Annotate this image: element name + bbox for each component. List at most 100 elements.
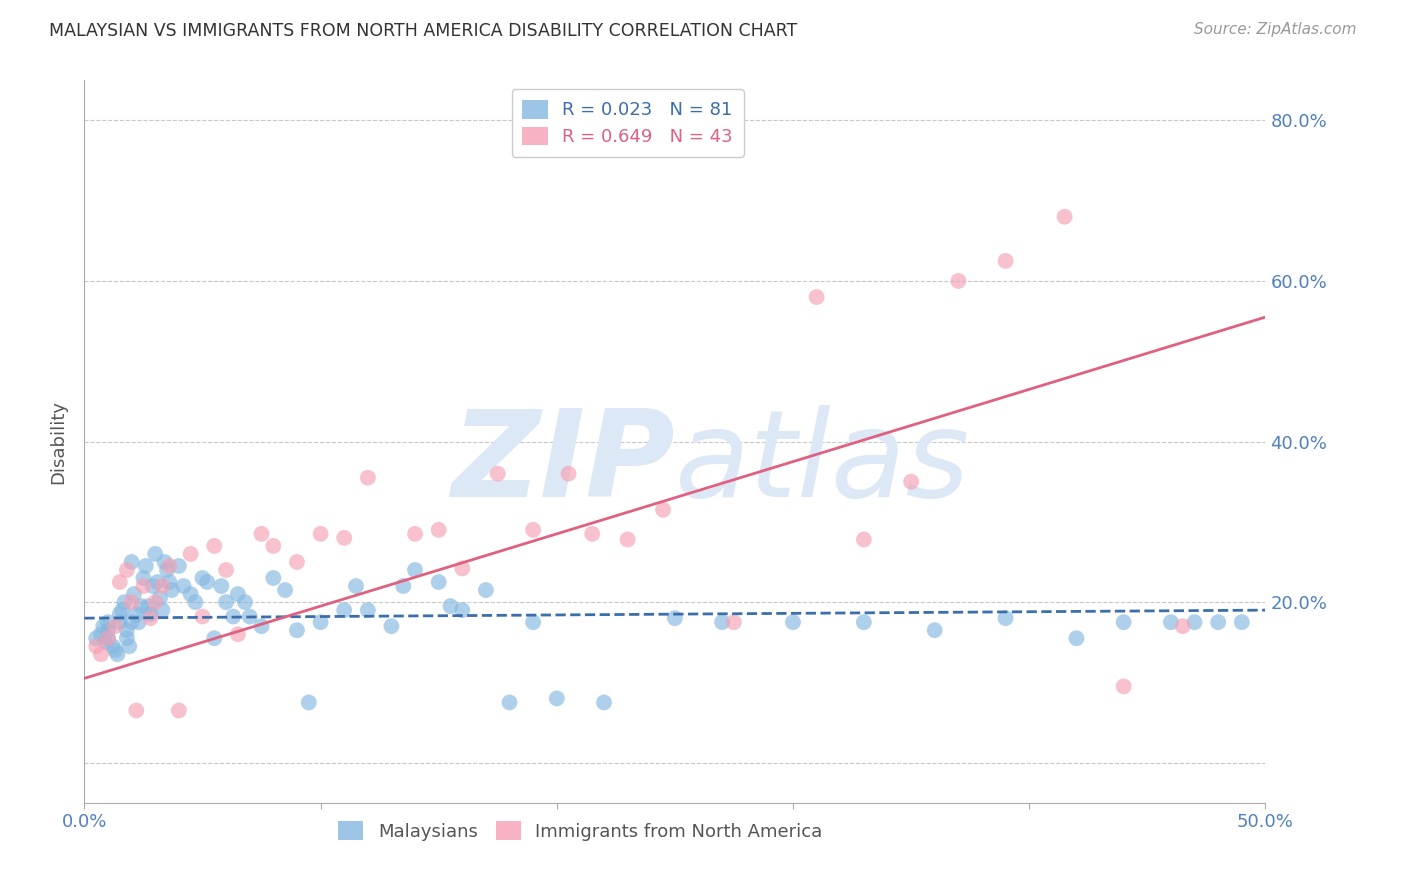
Point <box>173 579 195 593</box>
Point <box>498 696 520 710</box>
Point <box>108 615 131 630</box>
Point <box>94 635 117 649</box>
Point <box>806 290 828 304</box>
Point <box>180 547 202 561</box>
Point <box>125 703 148 717</box>
Point <box>115 563 138 577</box>
Point <box>852 533 875 547</box>
Point <box>97 632 120 646</box>
Text: atlas: atlas <box>675 405 970 522</box>
Point <box>711 615 734 630</box>
Point <box>994 611 1017 625</box>
Point <box>128 615 150 630</box>
Y-axis label: Disability: Disability <box>49 400 67 483</box>
Point <box>380 619 402 633</box>
Point <box>285 555 308 569</box>
Point <box>948 274 970 288</box>
Point <box>451 603 474 617</box>
Point <box>121 615 143 630</box>
Point <box>298 696 321 710</box>
Point <box>129 599 152 614</box>
Point <box>994 253 1017 268</box>
Point <box>195 574 218 589</box>
Point <box>167 703 190 717</box>
Point <box>125 607 148 621</box>
Point <box>782 615 804 630</box>
Point <box>84 632 107 646</box>
Point <box>392 579 415 593</box>
Point <box>309 615 332 630</box>
Point <box>723 615 745 630</box>
Point <box>616 533 638 547</box>
Point <box>97 632 120 646</box>
Point <box>262 571 284 585</box>
Point <box>156 563 179 577</box>
Point <box>121 595 143 609</box>
Point <box>262 539 284 553</box>
Point <box>184 595 207 609</box>
Point <box>226 627 249 641</box>
Point <box>557 467 579 481</box>
Point <box>132 571 155 585</box>
Point <box>233 595 256 609</box>
Point <box>111 603 134 617</box>
Point <box>546 691 568 706</box>
Point <box>522 523 544 537</box>
Point <box>90 627 112 641</box>
Point <box>150 603 173 617</box>
Point <box>160 583 183 598</box>
Point <box>122 587 145 601</box>
Point <box>1053 210 1076 224</box>
Point <box>475 583 498 598</box>
Point <box>139 607 162 621</box>
Point <box>664 611 686 625</box>
Point <box>250 526 273 541</box>
Point <box>215 563 238 577</box>
Point <box>209 579 232 593</box>
Point <box>1112 680 1135 694</box>
Point <box>404 563 426 577</box>
Point <box>90 648 112 662</box>
Point <box>143 595 166 609</box>
Point <box>104 643 127 657</box>
Point <box>167 558 190 574</box>
Text: MALAYSIAN VS IMMIGRANTS FROM NORTH AMERICA DISABILITY CORRELATION CHART: MALAYSIAN VS IMMIGRANTS FROM NORTH AMERI… <box>49 22 797 40</box>
Point <box>522 615 544 630</box>
Legend: Malaysians, Immigrants from North America: Malaysians, Immigrants from North Americ… <box>330 814 830 848</box>
Point <box>1184 615 1206 630</box>
Point <box>150 579 173 593</box>
Point <box>153 555 176 569</box>
Point <box>427 574 450 589</box>
Point <box>215 595 238 609</box>
Text: ZIP: ZIP <box>451 405 675 522</box>
Point <box>142 579 165 593</box>
Point <box>118 639 141 653</box>
Point <box>344 579 367 593</box>
Point <box>139 611 162 625</box>
Point <box>101 639 124 653</box>
Point <box>108 607 131 621</box>
Point <box>357 603 380 617</box>
Point <box>91 619 114 633</box>
Point <box>404 526 426 541</box>
Point <box>143 547 166 561</box>
Point <box>486 467 509 481</box>
Point <box>357 471 380 485</box>
Point <box>146 574 169 589</box>
Point <box>285 623 308 637</box>
Point <box>333 603 356 617</box>
Point <box>652 502 675 516</box>
Point <box>250 619 273 633</box>
Point <box>121 555 143 569</box>
Point <box>84 639 107 653</box>
Point <box>135 558 157 574</box>
Point <box>202 539 225 553</box>
Point <box>1206 615 1229 630</box>
Point <box>239 609 262 624</box>
Point <box>136 599 159 614</box>
Point <box>191 609 214 624</box>
Point <box>107 648 129 662</box>
Point <box>97 623 120 637</box>
Point <box>157 558 180 574</box>
Point <box>114 595 136 609</box>
